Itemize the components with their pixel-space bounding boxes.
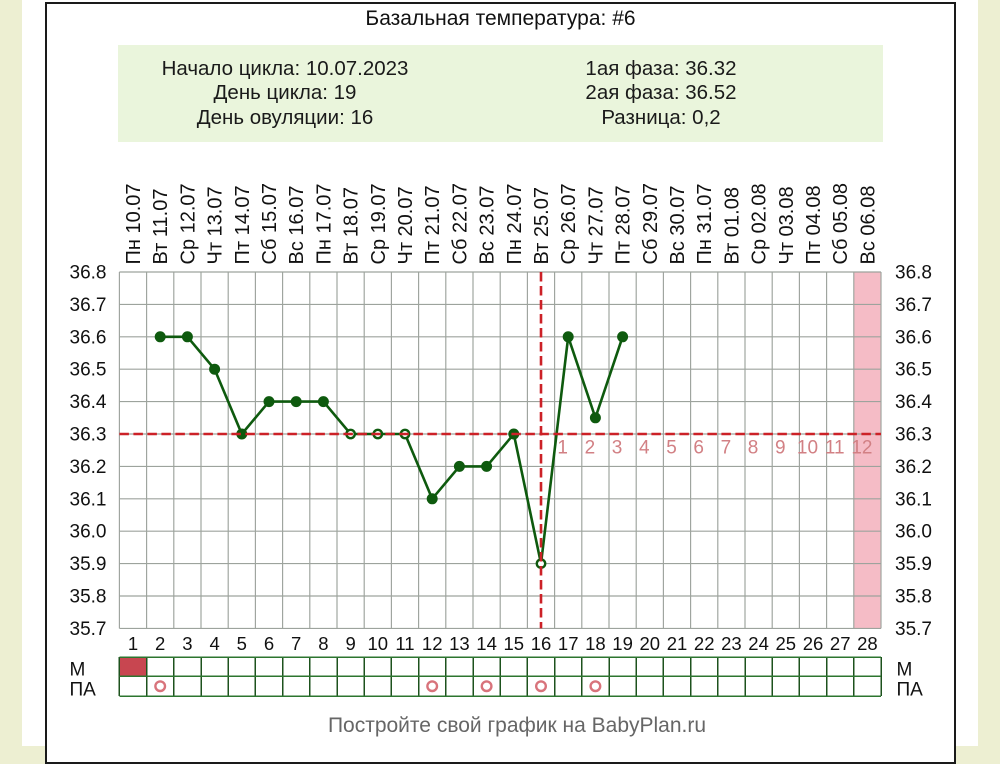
svg-text:ПА: ПА xyxy=(897,680,924,701)
svg-text:Пн 10.07: Пн 10.07 xyxy=(123,183,145,264)
svg-text:36.1: 36.1 xyxy=(895,489,932,510)
svg-text:24: 24 xyxy=(748,633,769,654)
svg-text:1: 1 xyxy=(128,633,138,654)
svg-text:Пт 04.08: Пт 04.08 xyxy=(803,185,825,264)
svg-text:6: 6 xyxy=(693,438,704,459)
svg-text:2: 2 xyxy=(155,633,165,654)
svg-text:10: 10 xyxy=(368,633,389,654)
svg-text:36.7: 36.7 xyxy=(895,295,932,316)
svg-text:36.0: 36.0 xyxy=(895,522,932,543)
svg-text:36.6: 36.6 xyxy=(895,327,932,348)
svg-text:М: М xyxy=(70,660,86,681)
svg-text:21: 21 xyxy=(667,633,688,654)
svg-text:Вт 11.07: Вт 11.07 xyxy=(150,189,172,265)
svg-text:4: 4 xyxy=(209,633,219,654)
svg-text:12: 12 xyxy=(851,438,872,459)
svg-text:36.3: 36.3 xyxy=(895,425,932,446)
svg-text:35.9: 35.9 xyxy=(70,554,107,575)
svg-text:Сб 22.07: Сб 22.07 xyxy=(449,183,471,265)
svg-text:36.4: 36.4 xyxy=(70,392,107,413)
svg-text:36.5: 36.5 xyxy=(895,360,932,381)
svg-text:ПА: ПА xyxy=(70,680,97,701)
svg-text:Чт 27.07: Чт 27.07 xyxy=(585,186,607,264)
svg-text:Ср 26.07: Ср 26.07 xyxy=(558,183,580,264)
svg-text:3: 3 xyxy=(612,438,623,459)
svg-text:Чт 20.07: Чт 20.07 xyxy=(395,186,417,264)
svg-text:35.9: 35.9 xyxy=(895,554,932,575)
svg-text:7: 7 xyxy=(721,438,732,459)
svg-text:22: 22 xyxy=(694,633,715,654)
svg-text:Сб 15.07: Сб 15.07 xyxy=(259,183,281,265)
svg-text:Ср 02.08: Ср 02.08 xyxy=(749,183,771,264)
svg-text:36.3: 36.3 xyxy=(70,425,107,446)
svg-text:Пн 17.07: Пн 17.07 xyxy=(313,183,335,264)
svg-text:26: 26 xyxy=(803,633,824,654)
svg-text:2: 2 xyxy=(585,438,596,459)
svg-text:Чт 03.08: Чт 03.08 xyxy=(776,186,798,264)
svg-text:27: 27 xyxy=(830,633,851,654)
svg-text:36.4: 36.4 xyxy=(895,392,932,413)
svg-text:Вт 01.08: Вт 01.08 xyxy=(721,187,743,264)
svg-text:20: 20 xyxy=(640,633,661,654)
svg-text:Ср 12.07: Ср 12.07 xyxy=(177,183,199,264)
svg-text:Пт 14.07: Пт 14.07 xyxy=(232,185,254,264)
svg-text:8: 8 xyxy=(748,438,759,459)
svg-text:18: 18 xyxy=(585,633,606,654)
svg-text:36.8: 36.8 xyxy=(70,263,107,284)
svg-text:Вс 30.07: Вс 30.07 xyxy=(667,186,689,265)
svg-text:36.0: 36.0 xyxy=(70,522,107,543)
svg-text:Пт 21.07: Пт 21.07 xyxy=(422,185,444,264)
svg-text:7: 7 xyxy=(291,633,301,654)
svg-text:12: 12 xyxy=(422,633,443,654)
svg-text:35.8: 35.8 xyxy=(895,587,932,608)
svg-text:35.7: 35.7 xyxy=(895,619,932,640)
svg-text:19: 19 xyxy=(612,633,633,654)
svg-text:11: 11 xyxy=(825,438,845,459)
svg-text:11: 11 xyxy=(395,633,414,654)
svg-text:5: 5 xyxy=(666,438,677,459)
svg-text:Ср 19.07: Ср 19.07 xyxy=(368,183,390,264)
svg-text:9: 9 xyxy=(345,633,355,654)
svg-text:35.7: 35.7 xyxy=(70,619,107,640)
svg-text:10: 10 xyxy=(797,438,818,459)
svg-text:36.1: 36.1 xyxy=(70,489,107,510)
svg-text:6: 6 xyxy=(264,633,274,654)
svg-text:9: 9 xyxy=(775,438,786,459)
svg-text:Сб 05.08: Сб 05.08 xyxy=(830,183,852,265)
svg-text:17: 17 xyxy=(558,633,579,654)
svg-text:14: 14 xyxy=(476,633,497,654)
svg-text:Пт 28.07: Пт 28.07 xyxy=(613,185,635,264)
svg-text:28: 28 xyxy=(857,633,878,654)
svg-text:36.2: 36.2 xyxy=(70,457,107,478)
svg-text:1: 1 xyxy=(557,438,568,459)
svg-text:Вс 06.08: Вс 06.08 xyxy=(857,186,879,265)
svg-text:35.8: 35.8 xyxy=(70,587,107,608)
svg-text:М: М xyxy=(897,660,913,681)
svg-text:Вс 23.07: Вс 23.07 xyxy=(477,186,499,265)
svg-text:36.6: 36.6 xyxy=(70,327,107,348)
svg-text:16: 16 xyxy=(531,633,552,654)
svg-text:13: 13 xyxy=(449,633,470,654)
svg-text:36.7: 36.7 xyxy=(70,295,107,316)
svg-text:8: 8 xyxy=(318,633,328,654)
svg-text:36.5: 36.5 xyxy=(70,360,107,381)
svg-text:36.8: 36.8 xyxy=(895,263,932,284)
svg-text:15: 15 xyxy=(504,633,525,654)
svg-text:Сб 29.07: Сб 29.07 xyxy=(640,183,662,265)
svg-text:Вт 25.07: Вт 25.07 xyxy=(531,187,553,264)
svg-text:Вс 16.07: Вс 16.07 xyxy=(286,186,308,265)
svg-text:4: 4 xyxy=(639,438,650,459)
svg-text:36.2: 36.2 xyxy=(895,457,932,478)
svg-text:5: 5 xyxy=(237,633,247,654)
svg-text:Пн 31.07: Пн 31.07 xyxy=(694,183,716,264)
svg-text:Постройте свой график на BabyP: Постройте свой график на BabyPlan.ru xyxy=(328,714,706,737)
svg-text:Чт 13.07: Чт 13.07 xyxy=(205,186,227,264)
svg-text:3: 3 xyxy=(182,633,192,654)
svg-text:Вт 18.07: Вт 18.07 xyxy=(341,187,363,264)
svg-text:23: 23 xyxy=(721,633,742,654)
svg-text:Пн 24.07: Пн 24.07 xyxy=(504,183,526,264)
svg-text:25: 25 xyxy=(776,633,797,654)
